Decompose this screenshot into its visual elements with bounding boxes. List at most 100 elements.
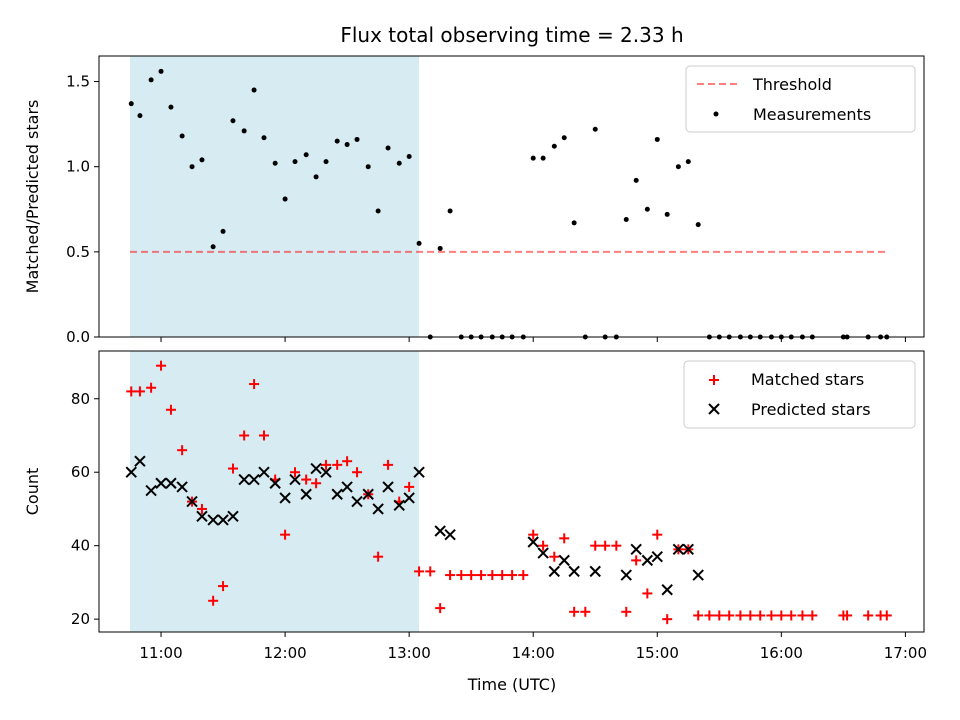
matched-stars-point [497, 570, 508, 581]
top-panel-ratio: 0.0 0.5 1.0 1.5 Matched/Predicted stars Thr… [23, 55, 925, 346]
matched-stars-point [126, 386, 137, 397]
matched-stars-point [156, 360, 167, 371]
matched-stars-point [631, 555, 642, 566]
predicted-stars-point [372, 503, 384, 515]
matched-stars-point [766, 610, 777, 621]
legend-matched-label: Matched stars [751, 370, 864, 389]
measurement-point [540, 155, 546, 161]
matched-stars-point [611, 540, 622, 551]
matched-stars-point [146, 382, 157, 393]
measurement-point [396, 160, 402, 166]
matched-stars-point [507, 570, 518, 581]
matched-stars-point [404, 481, 415, 492]
matched-stars-point [776, 610, 787, 621]
matched-stars-point [196, 503, 207, 514]
predicted-stars-point [227, 510, 239, 523]
measurement-point [695, 222, 701, 228]
top-legend-box [685, 65, 916, 133]
measurement-point [685, 159, 691, 165]
x-tick-label: 17:00 [884, 644, 927, 662]
measurement-point [230, 118, 236, 124]
predicted-stars-point [692, 569, 704, 581]
matched-stars-point [538, 540, 549, 551]
predicted-stars-point [403, 492, 415, 504]
matched-stars-point [735, 610, 746, 621]
predicted-stars-point [651, 550, 663, 563]
measurement-point [148, 77, 154, 83]
bottom-panel-x-ticks: 11:00 12:00 13:00 14:00 15:00 16:00 17:00 [139, 632, 927, 662]
matched-stars-point [456, 570, 467, 581]
bottom-panel-frame [98, 350, 925, 633]
matched-stars-point [600, 540, 611, 551]
bottom-legend-box [683, 360, 916, 429]
matched-stars-point [352, 467, 363, 478]
measurement-point [220, 228, 226, 234]
y-tick-label: 1.0 [66, 158, 90, 176]
measurement-point [334, 138, 340, 144]
legend-predicted-swatch [708, 403, 720, 415]
measurement-point [210, 244, 216, 250]
matched-stars-point [693, 610, 704, 621]
predicted-stars-point [207, 514, 219, 526]
matched-stars-point [580, 606, 591, 617]
predicted-stars-point [341, 481, 353, 493]
predicted-stars-point [155, 477, 167, 489]
top-panel-y-ticks: 0.0 0.5 1.0 1.5 [66, 73, 99, 346]
measurement-point [644, 206, 650, 212]
matched-stars-point [290, 467, 301, 478]
measurement-point [664, 211, 670, 217]
matched-stars-point [435, 603, 446, 614]
matched-stars-point [177, 445, 188, 456]
matched-stars-point [218, 581, 229, 592]
y-tick-label: 0.0 [66, 328, 90, 346]
predicted-stars-point [269, 477, 281, 489]
matched-stars-point [559, 533, 570, 544]
legend-measurements-label: Measurements [753, 105, 871, 124]
matched-stars-point [476, 570, 487, 581]
predicted-stars-point [568, 565, 580, 578]
predicted-stars-point [444, 528, 456, 541]
measurement-point [406, 153, 412, 159]
matched-stars-point [807, 610, 818, 621]
matched-stars-point [569, 606, 580, 617]
matched-stars-point [321, 459, 332, 470]
y-tick-label: 0.5 [66, 243, 90, 261]
matched-stars-point [652, 529, 663, 540]
y-tick-label: 40 [71, 537, 90, 555]
predicted-stars-point [537, 547, 549, 559]
matched-stars-point [642, 588, 653, 599]
predicted-stars-point [279, 492, 291, 504]
measurement-point [447, 208, 453, 214]
measurement-point [272, 160, 278, 166]
predicted-stars-point [238, 473, 250, 486]
matched-stars-point [621, 606, 632, 617]
measurement-point [251, 87, 257, 93]
matched-stars-point [280, 529, 291, 540]
matched-stars-point [528, 529, 539, 540]
matched-stars-point [425, 566, 436, 577]
predicted-stars-point [165, 477, 177, 489]
matched-stars-point [332, 459, 343, 470]
predicted-stars-point [661, 584, 673, 596]
matched-stars-point [755, 610, 766, 621]
x-tick-label: 16:00 [760, 644, 803, 662]
predicted-stars-point [125, 466, 137, 478]
measurement-point [179, 133, 185, 139]
measurement-point [323, 159, 329, 165]
matched-stars-point [881, 610, 892, 621]
x-tick-label: 12:00 [263, 644, 306, 662]
measurement-point [292, 159, 298, 165]
matched-stars-point [208, 595, 219, 606]
y-tick-label: 80 [71, 390, 90, 408]
bottom-panel-y-axis-label: Count [23, 468, 42, 516]
predicted-stars-point [331, 488, 343, 500]
top-panel-shaded-interval [130, 56, 420, 337]
predicted-stars-point [196, 510, 208, 523]
predicted-stars-point [310, 462, 322, 475]
matched-stars-point [714, 610, 725, 621]
x-tick-label: 14:00 [512, 644, 555, 662]
measurement-point [241, 128, 247, 134]
predicted-stars-point [186, 495, 198, 508]
predicted-stars-points [125, 455, 704, 596]
matched-stars-point [383, 459, 394, 470]
